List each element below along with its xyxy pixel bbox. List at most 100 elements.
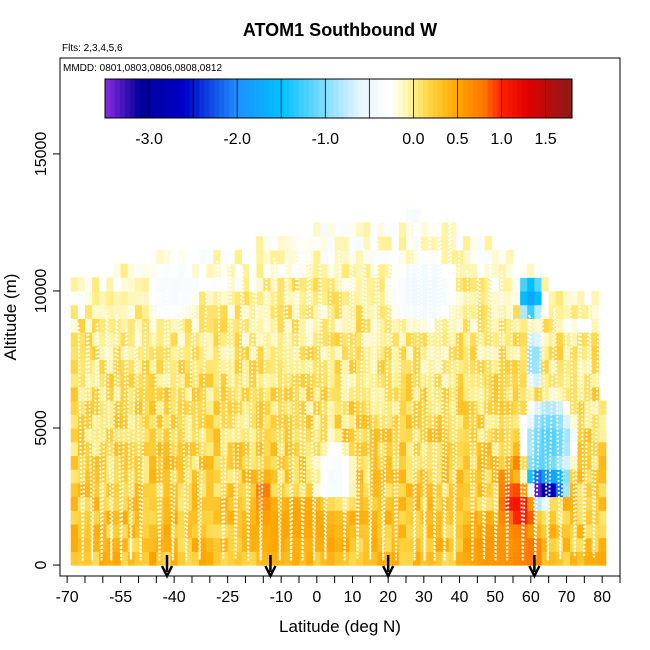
colorbar-tick-label: 1.5 (534, 131, 556, 148)
heatmap-cell (256, 304, 264, 319)
heatmap-cell (327, 318, 336, 333)
heatmap-cell (270, 290, 279, 306)
y-tick-label: 0 (33, 560, 50, 569)
heatmap-cell (463, 249, 471, 265)
heatmap-cell (348, 373, 357, 388)
heatmap-cell (405, 414, 414, 429)
heatmap-cell (505, 414, 514, 429)
heatmap-cell (84, 523, 93, 539)
heatmap-cell (491, 332, 500, 347)
heatmap-cell (327, 277, 336, 292)
heatmap-cell (206, 359, 214, 374)
heatmap-cell (477, 510, 486, 525)
heatmap-cell (420, 263, 428, 278)
heatmap-cell (455, 537, 464, 552)
heatmap-cell (391, 345, 400, 361)
heatmap-cell (170, 263, 179, 278)
heatmap-cell (92, 455, 100, 470)
heatmap-cell (256, 236, 264, 251)
colorbar-segment (368, 79, 374, 118)
heatmap-cell (184, 455, 193, 470)
heatmap-cell (256, 414, 264, 429)
heatmap-cell (291, 496, 300, 511)
heatmap-cell (570, 318, 578, 333)
heatmap-cell (213, 290, 222, 306)
heatmap-cell (284, 428, 293, 443)
heatmap-cell (398, 414, 407, 429)
colorbar-segment (447, 79, 454, 118)
heatmap-cell (370, 290, 379, 306)
heatmap-cell (70, 455, 79, 470)
heatmap-cell (348, 345, 357, 361)
heatmap-cell (584, 510, 593, 525)
heatmap-cell (270, 236, 279, 251)
y-tick-label: 15000 (33, 132, 50, 177)
heatmap-cell (270, 304, 279, 319)
heatmap-cell (334, 249, 343, 265)
heatmap-cell (555, 318, 564, 333)
heatmap-cell (413, 222, 421, 237)
heatmap-cell (270, 345, 279, 361)
colorbar-segment (189, 79, 195, 118)
heatmap-cell (405, 208, 414, 224)
heatmap-cell (199, 249, 207, 265)
heatmap-cell (384, 428, 393, 443)
heatmap-cell (398, 222, 407, 237)
heatmap-cell (227, 496, 236, 511)
heatmap-cell (120, 386, 129, 402)
colorbar-segment (164, 79, 171, 118)
heatmap-cell (191, 332, 200, 347)
heatmap-cell (227, 373, 236, 388)
heatmap-cell (420, 359, 428, 374)
heatmap-cell (548, 496, 557, 511)
heatmap-cell (284, 496, 293, 511)
heatmap-cell (199, 318, 207, 333)
heatmap-cell (184, 523, 193, 539)
heatmap-cell (341, 249, 350, 265)
heatmap-cell (256, 400, 264, 415)
heatmap-cell (377, 332, 386, 347)
colorbar-segment (129, 79, 136, 118)
heatmap-cell (505, 537, 514, 552)
heatmap-cell (591, 359, 600, 374)
heatmap-cell (313, 318, 321, 333)
heatmap-cell (405, 359, 414, 374)
heatmap-cell (405, 510, 414, 525)
heatmap-cell (391, 428, 400, 443)
heatmap-cell (555, 441, 564, 456)
heatmap-cell (562, 400, 571, 415)
heatmap-cell (220, 455, 229, 470)
heatmap-cell (170, 318, 179, 333)
heatmap-cell (306, 523, 314, 539)
heatmap-cell (234, 277, 243, 292)
heatmap-cell (541, 428, 550, 443)
heatmap-cell (227, 359, 236, 374)
colorbar-segment (492, 79, 498, 118)
heatmap-cell (477, 277, 486, 292)
heatmap-cell (306, 386, 314, 402)
heatmap-cell (505, 249, 514, 265)
heatmap-cell (477, 332, 486, 347)
heatmap-cell (334, 455, 343, 470)
heatmap-cell (227, 414, 236, 429)
heatmap-cell (206, 510, 214, 525)
heatmap-cell (84, 277, 93, 292)
heatmap-cell (241, 277, 250, 292)
heatmap-cell (455, 359, 464, 374)
heatmap-cell (512, 290, 521, 306)
colorbar-segment (417, 79, 424, 118)
heatmap-cell (463, 400, 471, 415)
colorbar-segment (532, 79, 538, 118)
heatmap-cell (520, 332, 528, 347)
heatmap-cell (163, 523, 172, 539)
heatmap-cell (127, 441, 136, 456)
heatmap-cell (77, 441, 86, 456)
heatmap-cell (413, 318, 421, 333)
heatmap-cell (441, 373, 450, 388)
heatmap-cell (184, 373, 193, 388)
colorbar-segment (467, 79, 474, 118)
heatmap-cell (213, 441, 222, 456)
heatmap-cell (512, 304, 521, 319)
heatmap-cell (92, 469, 100, 484)
heatmap-cell (548, 523, 557, 539)
